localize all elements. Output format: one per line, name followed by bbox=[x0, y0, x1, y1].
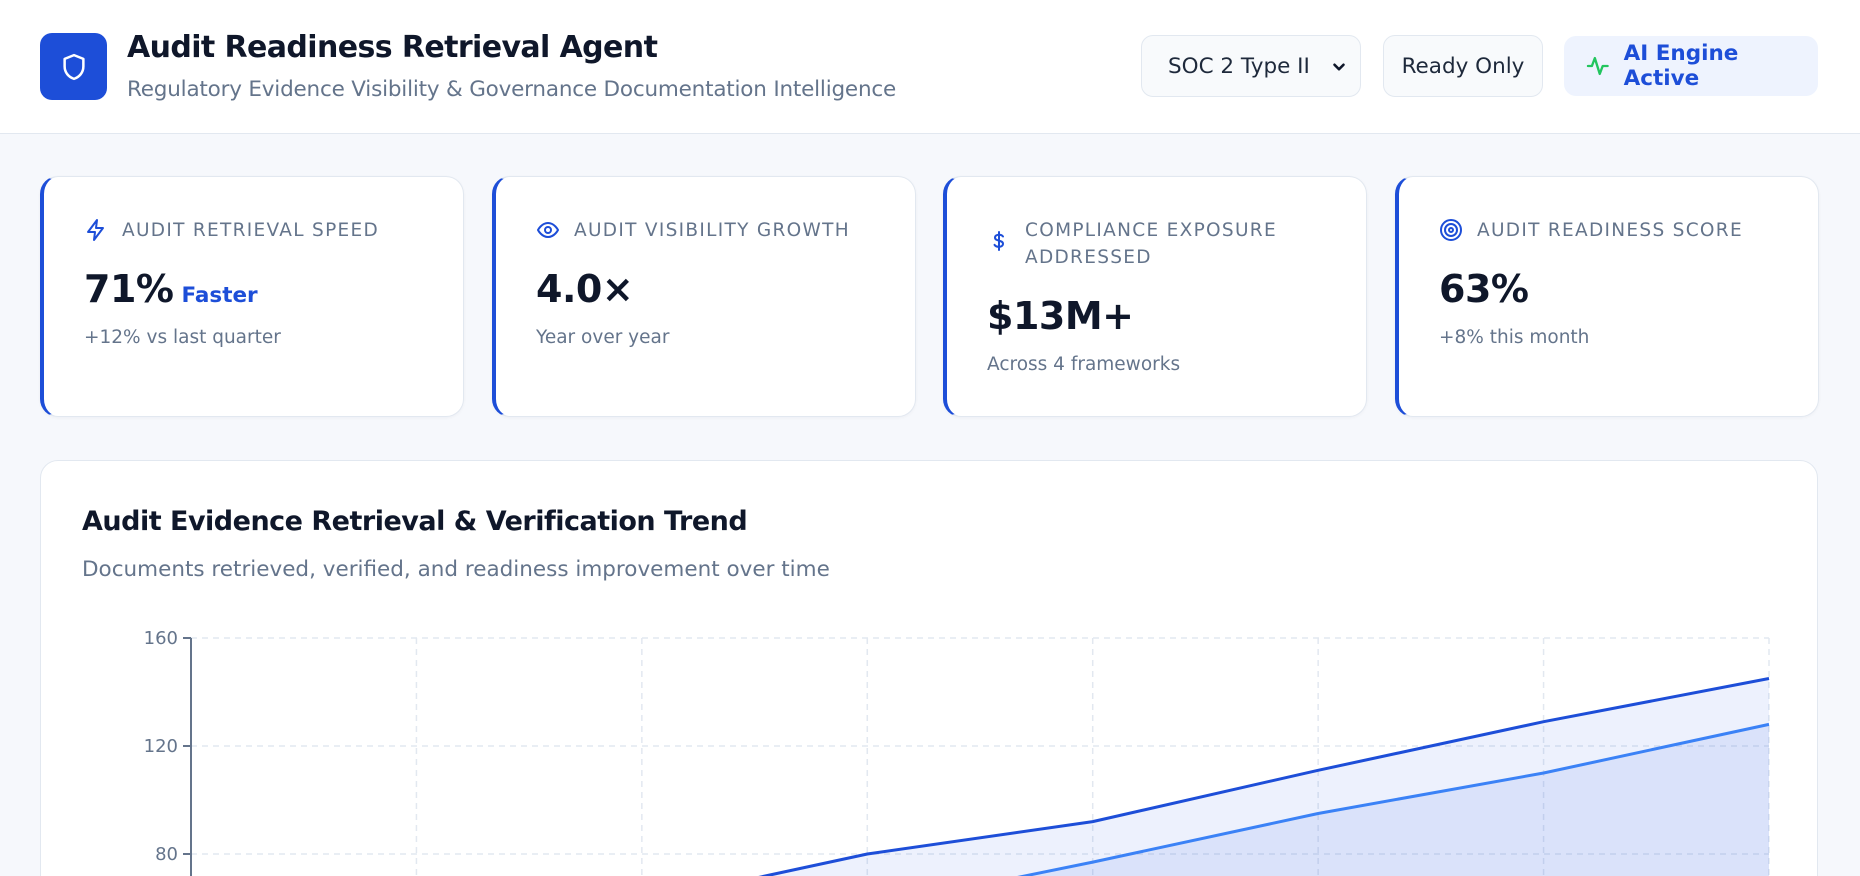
kpi-value: 63% bbox=[1439, 267, 1529, 311]
kpi-label: COMPLIANCE EXPOSURE ADDRESSED bbox=[1025, 220, 1277, 268]
app-header: Audit Readiness Retrieval Agent Regulato… bbox=[0, 0, 1860, 134]
kpi-value: 4.0× bbox=[536, 267, 634, 311]
dollar-icon bbox=[993, 231, 1004, 251]
series-line[interactable] bbox=[191, 677, 1770, 876]
kpi-value: $13M+ bbox=[987, 294, 1134, 338]
trend-chart-card: Audit Evidence Retrieval & Verification … bbox=[40, 460, 1818, 876]
framework-select-value: SOC 2 Type II bbox=[1168, 53, 1310, 79]
framework-select[interactable]: SOC 2 Type II bbox=[1141, 35, 1361, 97]
kpi-label: AUDIT RETRIEVAL SPEED bbox=[122, 220, 380, 241]
kpi-card-readiness-score: AUDIT READINESS SCORE 63% +8% this month bbox=[1395, 176, 1819, 417]
eye-icon bbox=[537, 222, 559, 238]
page-title: Audit Readiness Retrieval Agent bbox=[127, 30, 658, 65]
kpi-value: 71% Faster bbox=[84, 267, 258, 311]
kpi-note: Across 4 frameworks bbox=[987, 354, 1181, 375]
kpi-note: +12% vs last quarter bbox=[84, 327, 281, 348]
chevron-down-icon bbox=[1333, 63, 1345, 71]
shield-icon bbox=[62, 53, 85, 80]
chart-title: Audit Evidence Retrieval & Verification … bbox=[82, 506, 748, 537]
target-icon bbox=[1440, 219, 1462, 241]
ai-engine-status-button[interactable]: AI Engine Active bbox=[1564, 36, 1818, 96]
y-tick-label: 120 bbox=[144, 736, 178, 757]
activity-icon bbox=[1586, 56, 1609, 76]
lightning-icon bbox=[87, 219, 104, 241]
chart-subtitle: Documents retrieved, verified, and readi… bbox=[82, 557, 830, 582]
kpi-value-number: 71% bbox=[84, 267, 174, 311]
kpi-card-compliance-exposure: COMPLIANCE EXPOSURE ADDRESSED $13M+ Acro… bbox=[943, 176, 1367, 417]
ready-only-label: Ready Only bbox=[1401, 53, 1525, 79]
kpi-card-retrieval-speed: AUDIT RETRIEVAL SPEED 71% Faster +12% vs … bbox=[40, 176, 464, 417]
kpi-label: AUDIT VISIBILITY GROWTH bbox=[574, 220, 850, 241]
kpi-note: Year over year bbox=[536, 327, 670, 348]
kpi-label: AUDIT READINESS SCORE bbox=[1477, 220, 1743, 241]
y-tick-label: 80 bbox=[155, 844, 178, 865]
page-subtitle: Regulatory Evidence Visibility & Governa… bbox=[127, 77, 897, 102]
logo bbox=[40, 33, 107, 100]
kpi-note: +8% this month bbox=[1439, 327, 1590, 348]
kpi-card-visibility-growth: AUDIT VISIBILITY GROWTH 4.0× Year over y… bbox=[492, 176, 916, 417]
kpi-value-suffix: Faster bbox=[181, 283, 258, 308]
ai-engine-status-label: AI Engine Active bbox=[1623, 41, 1739, 91]
trend-area-chart[interactable]: 160 120 80 bbox=[41, 461, 1819, 876]
y-tick-label: 160 bbox=[144, 628, 178, 649]
ready-only-filter-button[interactable]: Ready Only bbox=[1383, 35, 1543, 97]
series-line[interactable] bbox=[191, 722, 1770, 876]
